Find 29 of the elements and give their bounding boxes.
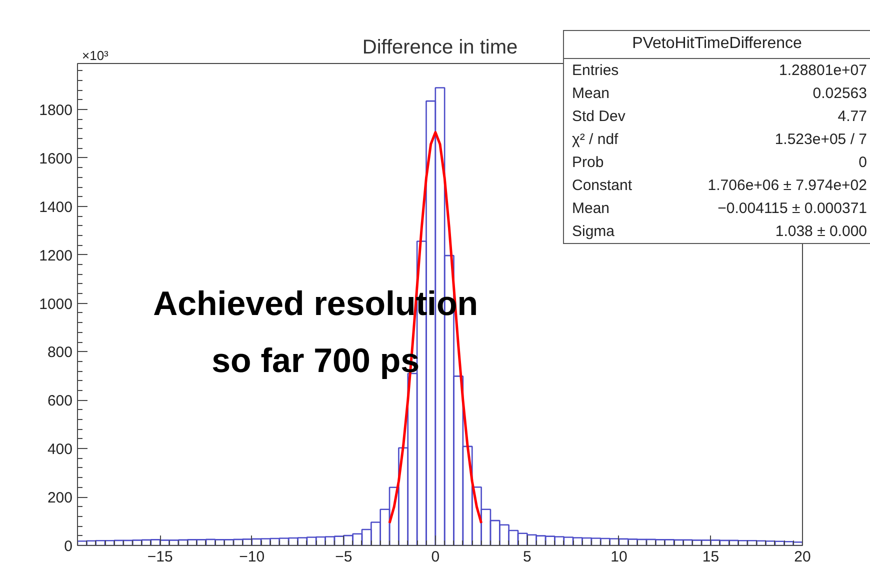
text: Constant 1.706e+06 ± 7.974e+02 bbox=[572, 176, 867, 194]
y-tick-label: 1800 bbox=[39, 102, 73, 120]
y-tick-label: 1400 bbox=[39, 198, 73, 216]
y-tick-label: 1600 bbox=[39, 150, 73, 168]
x-tick-label: 15 bbox=[702, 548, 720, 566]
x-tick-label: 5 bbox=[523, 548, 532, 566]
text: Sigma 1.038 ± 0.000 bbox=[572, 222, 867, 240]
text: Std Dev 4.77 bbox=[572, 108, 867, 125]
text: χ² / ndf 1.523e+05 / 7 bbox=[572, 130, 867, 148]
x-tick-label: −15 bbox=[147, 548, 173, 566]
text: ×10³ bbox=[82, 47, 108, 65]
y-tick-label: 800 bbox=[47, 344, 73, 362]
chart-title: Difference in time bbox=[362, 36, 518, 58]
text: Entries 1.28801e+07 bbox=[572, 62, 867, 79]
y-tick-label: 200 bbox=[47, 490, 73, 507]
text: Prob 0 bbox=[572, 154, 867, 171]
y-tick-label: 600 bbox=[47, 392, 73, 410]
text: Mean −0.004115 ± 0.000371 bbox=[572, 200, 867, 217]
x-tick-label: −10 bbox=[239, 548, 265, 566]
y-tick-label: 0 bbox=[64, 538, 72, 555]
text: Mean 0.02563 bbox=[572, 84, 867, 102]
x-tick-label: −5 bbox=[335, 548, 352, 566]
text: PVetoHitTimeDifference bbox=[564, 31, 870, 59]
y-tick-label: 400 bbox=[47, 441, 73, 458]
x-tick-label: 20 bbox=[794, 548, 811, 566]
y-tick-label: 1000 bbox=[39, 296, 73, 313]
x-tick-label: 10 bbox=[610, 548, 628, 566]
y-tick-label: 1200 bbox=[39, 247, 73, 264]
x-tick-label: 0 bbox=[431, 548, 440, 566]
